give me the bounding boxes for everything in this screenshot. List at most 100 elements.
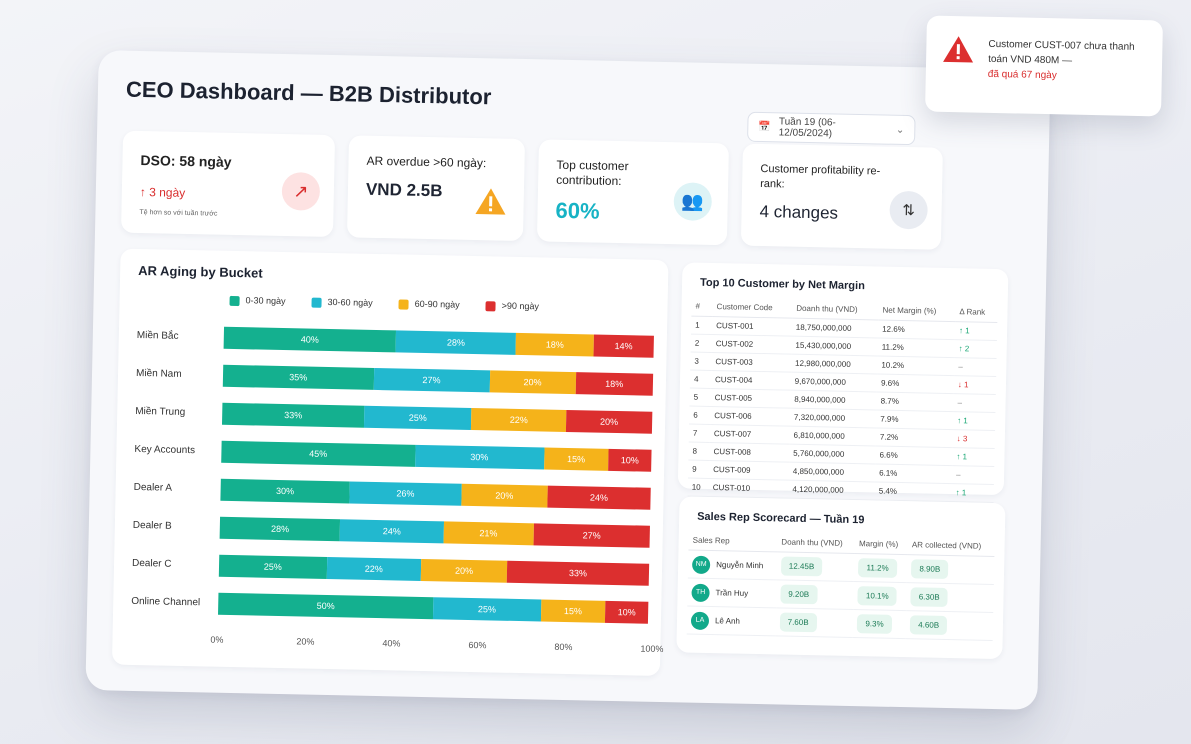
- legend-item: >90 ngày: [485, 300, 539, 312]
- table-cell: 7: [688, 424, 711, 443]
- aging-segment[interactable]: 33%: [506, 560, 650, 586]
- aging-row-label: Dealer C: [131, 557, 172, 570]
- column-header[interactable]: AR collected (VND): [907, 535, 995, 557]
- aging-segment[interactable]: 24%: [547, 485, 651, 510]
- alert-line1: Customer CUST-007 chưa thanh toán VND 48…: [988, 38, 1135, 67]
- aging-segment[interactable]: 20%: [461, 483, 548, 508]
- aging-segment[interactable]: 50%: [218, 592, 434, 620]
- aging-segment[interactable]: 22%: [471, 407, 567, 432]
- aging-segment[interactable]: 14%: [593, 334, 654, 358]
- kpi-ar-overdue-label: AR overdue >60 ngày:: [366, 153, 487, 171]
- aging-segment[interactable]: 21%: [443, 521, 534, 546]
- avatar: LA: [690, 611, 710, 630]
- aging-segment[interactable]: 27%: [533, 523, 650, 548]
- table-cell: 7.60B: [775, 607, 854, 638]
- column-header[interactable]: Doanh thu (VND): [792, 298, 879, 320]
- table-row[interactable]: LA Lê Anh 7.60B 9.3% 4.60B: [686, 606, 994, 641]
- aging-segment[interactable]: 30%: [220, 478, 350, 504]
- alert-icon: [943, 36, 974, 63]
- sort-arrows-icon: ⇅: [889, 190, 929, 230]
- table-cell: 9,670,000,000: [790, 372, 878, 392]
- value-pill: 9.3%: [857, 614, 892, 634]
- column-header[interactable]: Customer Code: [712, 297, 793, 319]
- aging-bar[interactable]: 35% 27% 20% 18%: [222, 364, 654, 396]
- calendar-icon: 📅: [758, 121, 771, 133]
- column-header[interactable]: Margin (%): [854, 534, 909, 555]
- legend-item: 0-30 ngày: [229, 295, 286, 307]
- aging-segment[interactable]: 28%: [219, 516, 341, 542]
- column-header[interactable]: #: [691, 296, 713, 317]
- table-cell: 1: [690, 316, 713, 335]
- aging-segment[interactable]: 18%: [515, 332, 594, 357]
- avatar: NM: [691, 555, 711, 574]
- aging-bar[interactable]: 28% 24% 21% 27%: [219, 516, 650, 548]
- kpi-ar-overdue[interactable]: AR overdue >60 ngày: VND 2.5B: [346, 135, 526, 242]
- table-cell: 6: [689, 406, 711, 425]
- table-cell: 10.1%: [853, 581, 908, 611]
- table-cell: ↓ 3: [952, 429, 996, 449]
- aging-segment[interactable]: 24%: [339, 519, 444, 544]
- aging-bar[interactable]: 45% 30% 15% 10%: [221, 440, 652, 472]
- trend-up-icon: ↗: [281, 171, 321, 211]
- table-cell: 9: [687, 460, 710, 479]
- aging-segment[interactable]: 22%: [326, 556, 422, 581]
- aging-segment[interactable]: 25%: [218, 554, 327, 579]
- legend-label: 0-30 ngày: [245, 295, 286, 307]
- kpi-dso-note: Tệ hơn so với tuần trước: [139, 208, 218, 218]
- table-cell: 7.2%: [875, 427, 953, 448]
- aging-segment[interactable]: 20%: [565, 409, 653, 434]
- ar-aging-legend: 0-30 ngày 30-60 ngày 60-90 ngày >90 ngày: [229, 295, 539, 312]
- aging-bar[interactable]: 40% 28% 18% 14%: [223, 326, 654, 358]
- aging-segment[interactable]: 20%: [489, 370, 576, 395]
- table-cell: 18,750,000,000: [791, 318, 879, 338]
- table-cell: 12.45B: [776, 551, 855, 582]
- aging-segment[interactable]: 15%: [543, 447, 609, 471]
- aging-segment[interactable]: 25%: [432, 597, 541, 622]
- column-header[interactable]: Doanh thu (VND): [777, 532, 856, 554]
- top10-table: # Customer Code Doanh thu (VND) Net Margin …: [687, 296, 998, 503]
- legend-label: 60-90 ngày: [414, 298, 460, 310]
- table-cell: ↑ 1: [952, 447, 995, 467]
- kpi-dso-delta: ↑ 3 ngày: [140, 185, 186, 200]
- aging-segment[interactable]: 26%: [349, 481, 462, 506]
- chevron-down-icon: ⌄: [895, 124, 905, 136]
- scorecard-table-wrap: Sales Rep Doanh thu (VND) Margin (%) AR col…: [686, 530, 995, 641]
- aging-bar[interactable]: 25% 22% 20% 33%: [218, 554, 650, 586]
- kpi-profitability[interactable]: Customer profitability re-rank: 4 change…: [740, 143, 943, 250]
- aging-segment[interactable]: 18%: [575, 372, 654, 396]
- date-range-picker[interactable]: 📅 Tuần 19 (06-12/05/2024) ⌄: [747, 111, 916, 146]
- table-cell: 8,940,000,000: [790, 390, 877, 410]
- aging-segment[interactable]: 35%: [222, 364, 374, 390]
- aging-segment[interactable]: 10%: [608, 448, 652, 472]
- ar-aging-chart: Miền Bắc 40% 28% 18% 14% Miền Nam 35% 27% 20% 18%…: [121, 249, 669, 624]
- aging-segment[interactable]: 20%: [420, 558, 508, 583]
- table-cell: CUST-009: [708, 460, 790, 481]
- aging-bar[interactable]: 30% 26% 20% 24%: [220, 478, 651, 510]
- aging-segment[interactable]: 33%: [221, 402, 365, 428]
- aging-segment[interactable]: 25%: [363, 405, 472, 430]
- value-pill: 9.20B: [780, 584, 818, 605]
- kpi-dso[interactable]: DSO: 58 ngày ↑ 3 ngày Tệ hơn so với tuần…: [120, 130, 336, 238]
- scorecard-table: Sales Rep Doanh thu (VND) Margin (%) AR col…: [686, 530, 995, 641]
- table-cell: 6.1%: [874, 463, 953, 484]
- alert-toast[interactable]: Customer CUST-007 chưa thanh toán VND 48…: [925, 15, 1163, 117]
- column-header[interactable]: Δ Rank: [955, 302, 998, 323]
- table-cell: CUST-002: [711, 334, 792, 355]
- kpi-top-customer[interactable]: Top customer contribution: 60% 👥: [536, 139, 729, 246]
- aging-segment[interactable]: 30%: [414, 444, 545, 470]
- column-header[interactable]: Sales Rep: [688, 530, 778, 552]
- dashboard-card: CEO Dashboard — B2B Distributor 📅 Tuần 1…: [85, 50, 1051, 710]
- table-cell: CUST-004: [710, 370, 791, 391]
- aging-segment[interactable]: 15%: [540, 599, 606, 623]
- table-cell: 10: [687, 478, 709, 497]
- aging-segment[interactable]: 45%: [221, 440, 416, 467]
- aging-bar[interactable]: 50% 25% 15% 10%: [218, 592, 649, 624]
- aging-bar[interactable]: 33% 25% 22% 20%: [221, 402, 653, 434]
- aging-segment[interactable]: 40%: [223, 326, 397, 353]
- table-cell: 4.60B: [905, 610, 994, 641]
- aging-segment[interactable]: 10%: [604, 600, 649, 624]
- column-header[interactable]: Net Margin (%): [878, 300, 956, 322]
- aging-segment[interactable]: 27%: [373, 367, 490, 393]
- table-cell: ↑ 1: [954, 321, 998, 341]
- aging-segment[interactable]: 28%: [395, 330, 517, 355]
